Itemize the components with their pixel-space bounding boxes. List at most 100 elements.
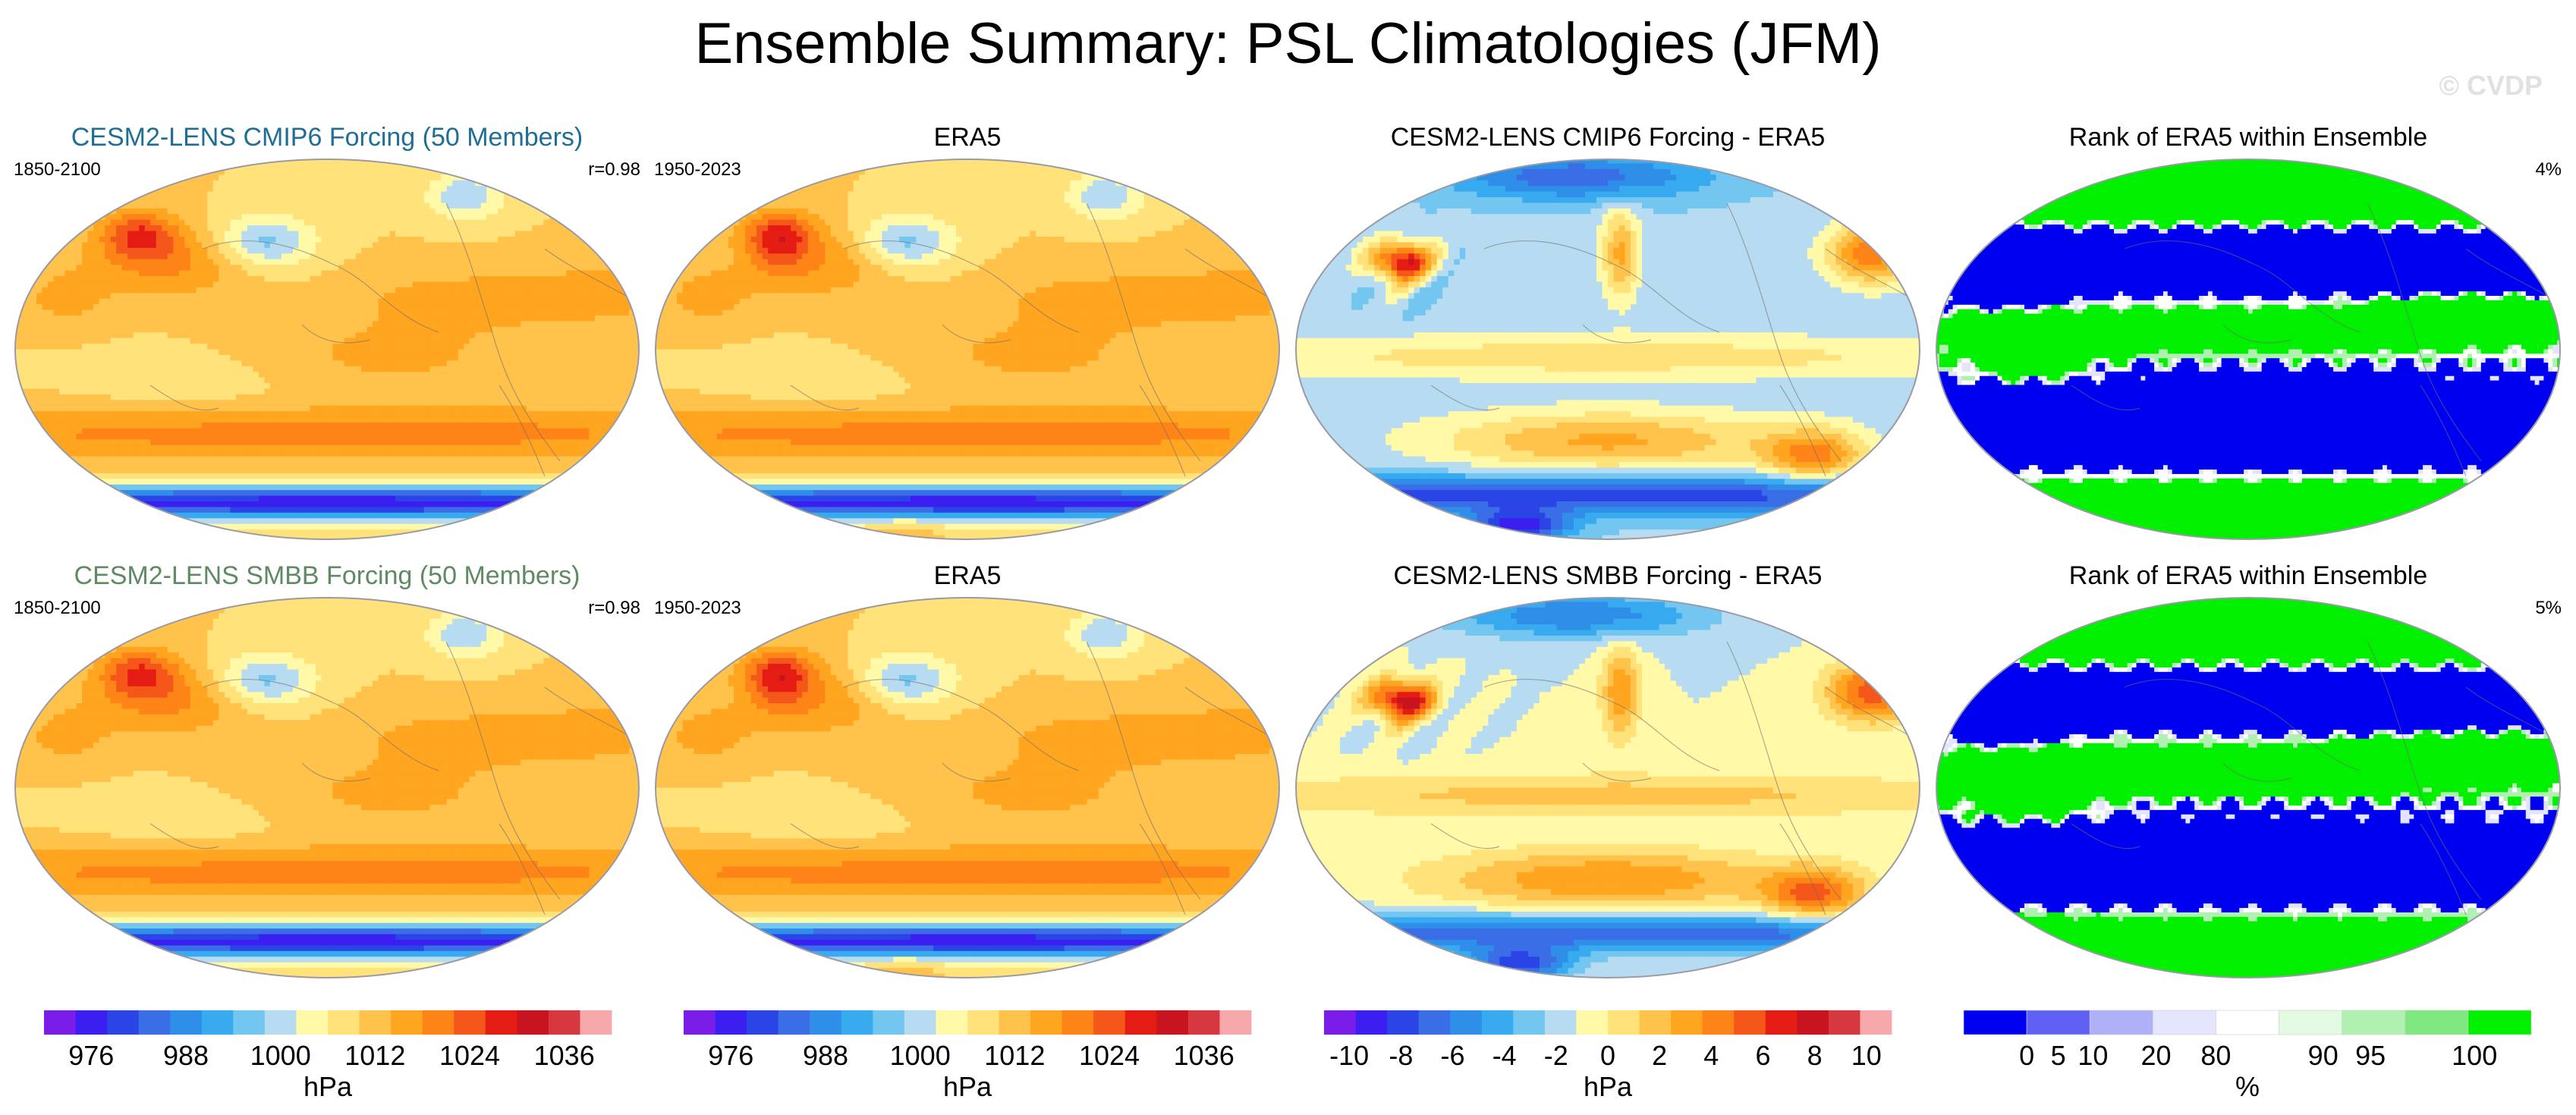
colorbar-box [2090, 1010, 2153, 1035]
colorbar-box [423, 1010, 454, 1035]
colorbar-tick-label: 988 [163, 1040, 209, 1071]
colorbar-tick-label: 1000 [890, 1040, 951, 1071]
colorbar-box [1576, 1010, 1608, 1035]
colorbar-box [1324, 1010, 1356, 1035]
colorbar-tick-label: 90 [2308, 1040, 2339, 1071]
colorbar-box [1640, 1010, 1672, 1035]
colorbar-box [1797, 1010, 1829, 1035]
colorbar-box [778, 1010, 810, 1035]
colorbar-tick-label: 1036 [1174, 1040, 1235, 1071]
colorbar-tick-label: 1024 [439, 1040, 500, 1071]
colorbar-box [841, 1010, 873, 1035]
colorbar-tick-label: 4 [1703, 1040, 1719, 1071]
map-plot [1935, 158, 2562, 541]
colorbar-box [1766, 1010, 1798, 1035]
map-plot [654, 158, 1281, 541]
colorbar-box [1671, 1010, 1703, 1035]
colorbar-box [1964, 1010, 2027, 1035]
colorbar-tick-label: 976 [68, 1040, 114, 1071]
colorbar-box [360, 1010, 392, 1035]
colorbar-tick-label: 6 [1755, 1040, 1770, 1071]
colorbar-box [936, 1010, 967, 1035]
panel-title: CESM2-LENS SMBB Forcing (50 Members) [14, 561, 640, 591]
cvdp-watermark: © CVDP [2439, 70, 2543, 102]
page-title: Ensemble Summary: PSL Climatologies (JFM… [0, 11, 2576, 77]
colorbar-tick-label: 0 [2019, 1040, 2034, 1071]
colorbar-tick-label: -2 [1544, 1040, 1568, 1071]
colorbar-tick-label: -10 [1329, 1040, 1369, 1071]
colorbar-box [2216, 1010, 2279, 1035]
colorbar-units: % [1964, 1071, 2531, 1103]
colorbar-box [1219, 1010, 1251, 1035]
colorbar-tick-label: 976 [708, 1040, 753, 1071]
colorbar-box [170, 1010, 202, 1035]
panel-title: Rank of ERA5 within Ensemble [1935, 561, 2562, 591]
colorbar-tick-label: 95 [2355, 1040, 2386, 1071]
colorbar-box [873, 1010, 904, 1035]
colorbar-box [1545, 1010, 1577, 1035]
colorbar-box [1450, 1010, 1482, 1035]
colorbar-box [486, 1010, 517, 1035]
colorbar-box [549, 1010, 580, 1035]
panel-title: ERA5 [654, 123, 1281, 152]
panel-title: CESM2-LENS SMBB Forcing - ERA5 [1294, 561, 1921, 591]
colorbar-tick-label: 2 [1652, 1040, 1667, 1071]
colorbar-units: hPa [684, 1071, 1251, 1103]
colorbar-box [1387, 1010, 1419, 1035]
colorbar-box [1482, 1010, 1514, 1035]
colorbar-box [1356, 1010, 1388, 1035]
map-plot [1294, 158, 1921, 541]
colorbar-box [1703, 1010, 1735, 1035]
colorbar-box [2468, 1010, 2531, 1035]
colorbar-box [1030, 1010, 1062, 1035]
colorbar-box [1125, 1010, 1157, 1035]
colorbar-box [684, 1010, 716, 1035]
colorbar-tick-label: 10 [1851, 1040, 1882, 1071]
colorbar-units: hPa [1324, 1071, 1892, 1103]
colorbar-tick-label: 100 [2452, 1040, 2497, 1071]
colorbar-box [1513, 1010, 1545, 1035]
colorbar-tick-label: 1024 [1079, 1040, 1140, 1071]
colorbar-tick-label: 10 [2077, 1040, 2108, 1071]
colorbar-box [265, 1010, 297, 1035]
colorbar-box [1093, 1010, 1125, 1035]
colorbar-tick-label: 1036 [534, 1040, 595, 1071]
colorbar-box [1156, 1010, 1188, 1035]
colorbar-box [2279, 1010, 2342, 1035]
map-plot [14, 596, 640, 979]
colorbar-box [810, 1010, 841, 1035]
colorbar-box [904, 1010, 936, 1035]
colorbar-box [2405, 1010, 2468, 1035]
colorbar-box [1608, 1010, 1640, 1035]
colorbar-box [391, 1010, 423, 1035]
colorbar-units: hPa [44, 1071, 612, 1103]
panel-title: Rank of ERA5 within Ensemble [1935, 123, 2562, 152]
colorbar-box [1734, 1010, 1766, 1035]
colorbar-box [716, 1010, 747, 1035]
colorbar-tick-label: 0 [1600, 1040, 1615, 1071]
panel-title: ERA5 [654, 561, 1281, 591]
colorbar-box [2027, 1010, 2090, 1035]
colorbar-box [202, 1010, 234, 1035]
colorbar-box [1062, 1010, 1094, 1035]
colorbar-box [1188, 1010, 1220, 1035]
colorbar-box [517, 1010, 549, 1035]
colorbar-box [2153, 1010, 2216, 1035]
colorbar-tick-label: 1012 [344, 1040, 405, 1071]
colorbar-box [1829, 1010, 1860, 1035]
map-plot [654, 596, 1281, 979]
colorbar-box [999, 1010, 1031, 1035]
colorbar-box [454, 1010, 486, 1035]
colorbar-tick-label: 20 [2140, 1040, 2171, 1071]
colorbar-box [139, 1010, 171, 1035]
map-plot [1294, 596, 1921, 979]
colorbar-box [967, 1010, 999, 1035]
colorbar-tick-label: 1000 [250, 1040, 311, 1071]
colorbar-box [1860, 1010, 1892, 1035]
colorbar-box [44, 1010, 76, 1035]
colorbar-tick-label: 5 [2051, 1040, 2066, 1071]
map-plot [14, 158, 640, 541]
colorbar-box [580, 1010, 612, 1035]
colorbar-box [76, 1010, 108, 1035]
colorbar-tick-label: 1012 [984, 1040, 1045, 1071]
